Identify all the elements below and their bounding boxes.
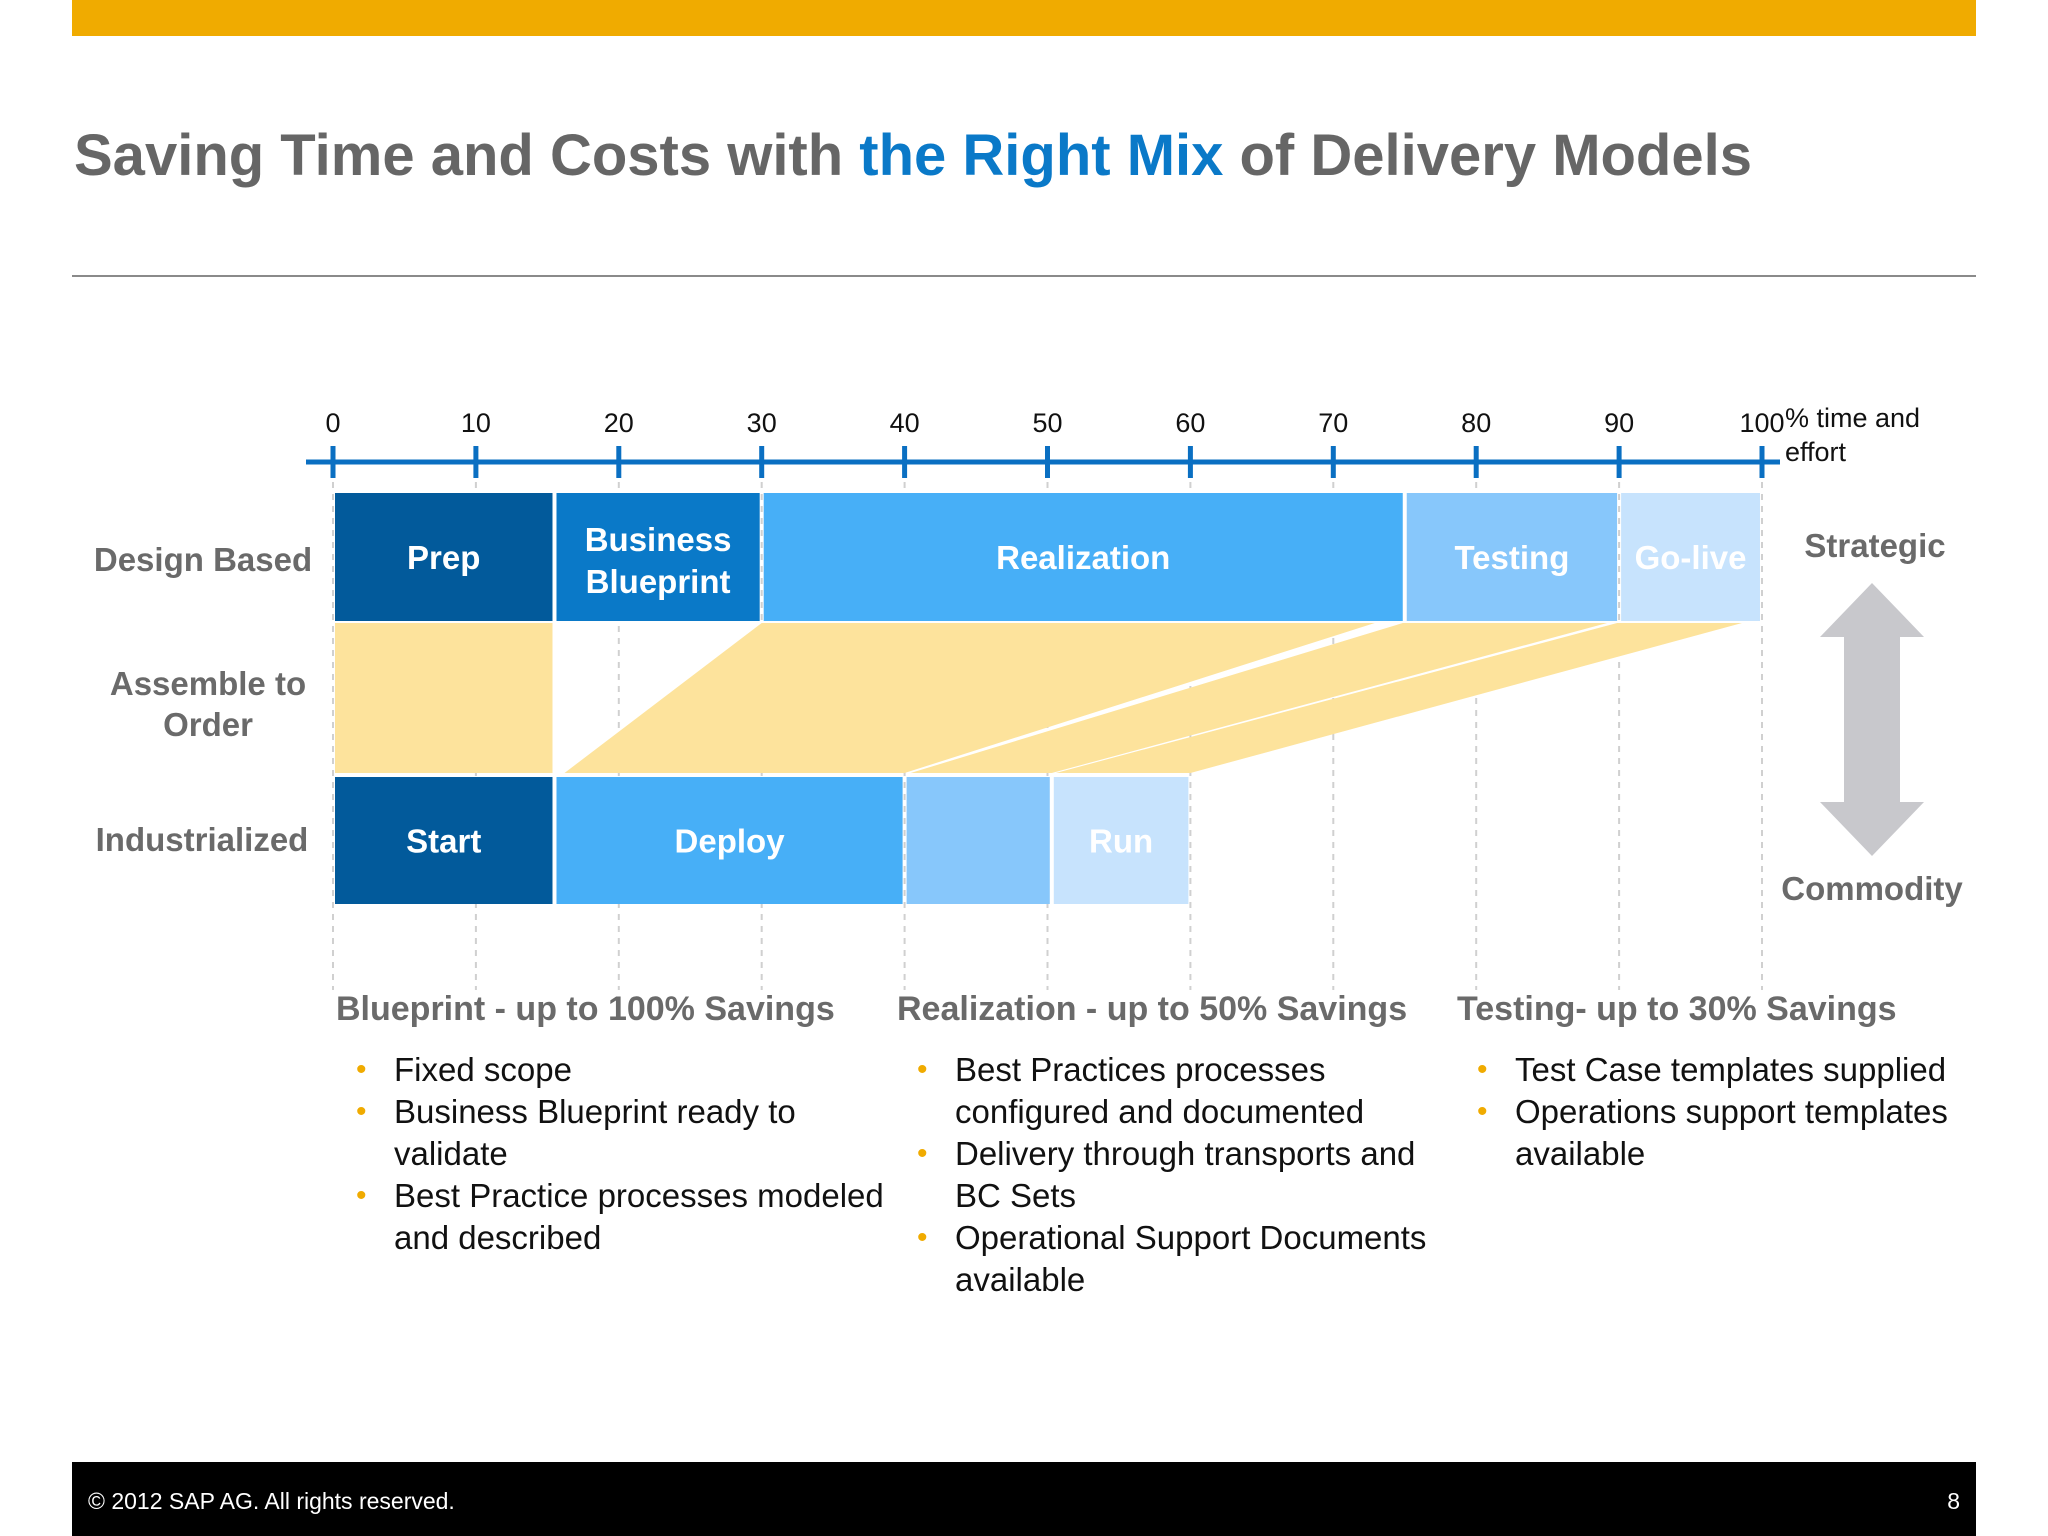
title-highlight: the Right Mix <box>859 123 1224 188</box>
phase-connectors <box>335 623 1742 773</box>
title-divider <box>72 275 1976 277</box>
tick-label: 10 <box>461 408 491 438</box>
industrialized-row: Start Deploy Run <box>335 777 1189 904</box>
design-phase-prep-label: Prep <box>407 539 480 576</box>
industrialized-phase-start <box>335 777 553 904</box>
connector-prep-start <box>335 623 553 773</box>
list-item: • Best Practices processes configured and… <box>917 1049 1457 1133</box>
design-phase-testing-label: Testing <box>1454 539 1569 576</box>
tick-label: 20 <box>604 408 634 438</box>
industrialized-phase-deploy-label: Deploy <box>675 823 786 860</box>
list-item: • Best Practice processes modeled and des… <box>356 1175 896 1259</box>
design-phase-testing <box>1406 493 1618 621</box>
tick-label: 50 <box>1032 408 1062 438</box>
savings-heading: Blueprint - up to 100% Savings <box>336 990 835 1028</box>
tick-label: 80 <box>1461 408 1491 438</box>
connector-testing-test <box>910 623 1608 773</box>
design-phase-blueprint-label-line2: Blueprint <box>586 563 731 600</box>
double-arrow-icon <box>1820 583 1924 856</box>
industrialized-phase-run-label: Run <box>1089 823 1153 860</box>
list-item: • Test Case templates supplied <box>1477 1049 2017 1091</box>
savings-list: • Fixed scope • Business Blueprint ready t… <box>336 1049 896 1259</box>
savings-heading: Testing- up to 30% Savings <box>1457 990 1897 1028</box>
tick-label: 100 <box>1739 408 1784 438</box>
design-phase-realization-label: Realization <box>996 539 1170 576</box>
bullet-icon: • <box>1477 1053 1488 1086</box>
list-item-text: Operations support templates available <box>1515 1093 1948 1172</box>
bullet-icon: • <box>917 1221 928 1254</box>
design-phase-blueprint <box>556 493 760 621</box>
row-label-industrialized: Industrialized <box>96 821 309 858</box>
connector-golive-run <box>1055 623 1742 773</box>
list-item-text: Business Blueprint ready to validate <box>394 1093 796 1172</box>
industrialized-phase-test <box>906 777 1050 904</box>
tick-label: 60 <box>1175 408 1205 438</box>
time-axis: 0 10 20 30 40 50 60 70 80 90 100 <box>306 408 1785 478</box>
tick-label: 90 <box>1604 408 1634 438</box>
list-item-text: Delivery through transports and BC Sets <box>955 1135 1416 1214</box>
list-item: • Operational Support Documents available <box>917 1217 1457 1301</box>
savings-testing: Testing- up to 30% Savings • Test Case te… <box>1457 990 2017 1175</box>
commodity-label: Commodity <box>1781 870 1963 907</box>
savings-list: • Test Case templates supplied • Operation… <box>1457 1049 2017 1175</box>
bullet-icon: • <box>356 1053 367 1086</box>
tick-label: 40 <box>890 408 920 438</box>
tick-label: 0 <box>325 408 340 438</box>
design-phase-prep <box>335 493 553 621</box>
row-label-assemble-line1: Assemble to <box>110 665 306 702</box>
bullet-icon: • <box>917 1053 928 1086</box>
delivery-model-diagram: Prep Business Blueprint Realization Testing G… <box>94 403 1963 990</box>
industrialized-phase-run <box>1053 777 1189 904</box>
design-based-row: Prep Business Blueprint Realization Testing G… <box>335 493 1760 621</box>
tick-label: 70 <box>1318 408 1348 438</box>
list-item-text: Test Case templates supplied <box>1515 1051 1947 1088</box>
list-item: • Business Blueprint ready to validate <box>356 1091 896 1175</box>
list-item-text: Best Practice processes modeled and desc… <box>394 1177 884 1256</box>
list-item-text: Best Practices processes configured and … <box>955 1051 1365 1130</box>
list-item: • Operations support templates available <box>1477 1091 2017 1175</box>
row-label-assemble-line2: Order <box>163 706 253 743</box>
top-accent-bar <box>72 0 1976 36</box>
copyright-text: © 2012 SAP AG. All rights reserved. <box>88 1488 455 1514</box>
list-item-text: Fixed scope <box>394 1051 572 1088</box>
tick-label: 30 <box>747 408 777 438</box>
design-phase-realization <box>763 493 1403 621</box>
bullet-icon: • <box>917 1137 928 1170</box>
page-title: Saving Time and Costs with the Right Mix… <box>74 122 1752 189</box>
bullet-icon: • <box>356 1095 367 1128</box>
bullet-icon: • <box>1477 1095 1488 1128</box>
axis-unit-label-line1: % time and <box>1785 403 1920 433</box>
connector-realization-deploy <box>564 623 1375 773</box>
savings-realization: Realization - up to 50% Savings • Best Pr… <box>897 990 1457 1301</box>
industrialized-phase-deploy <box>556 777 903 904</box>
row-label-design-based: Design Based <box>94 541 312 578</box>
savings-heading: Realization - up to 50% Savings <box>897 990 1408 1028</box>
title-part1: Saving Time and Costs with <box>74 123 860 188</box>
industrialized-phase-start-label: Start <box>406 823 481 860</box>
strategic-label: Strategic <box>1804 527 1945 564</box>
page-number: 8 <box>1947 1488 1960 1514</box>
footer-bar: © 2012 SAP AG. All rights reserved. 8 <box>72 1462 1976 1536</box>
bullet-icon: • <box>356 1179 367 1212</box>
design-phase-golive <box>1621 493 1760 621</box>
design-phase-golive-label: Go-live <box>1635 539 1747 576</box>
list-item: • Delivery through transports and BC Sets <box>917 1133 1457 1217</box>
design-phase-blueprint-label-line1: Business <box>585 521 732 558</box>
savings-blueprint: Blueprint - up to 100% Savings • Fixed sc… <box>336 990 896 1259</box>
title-part2: of Delivery Models <box>1223 123 1753 188</box>
list-item-text: Operational Support Documents available <box>955 1219 1427 1298</box>
axis-unit-label-line2: effort <box>1785 437 1847 467</box>
savings-list: • Best Practices processes configured and… <box>897 1049 1457 1301</box>
list-item: • Fixed scope <box>356 1049 896 1091</box>
